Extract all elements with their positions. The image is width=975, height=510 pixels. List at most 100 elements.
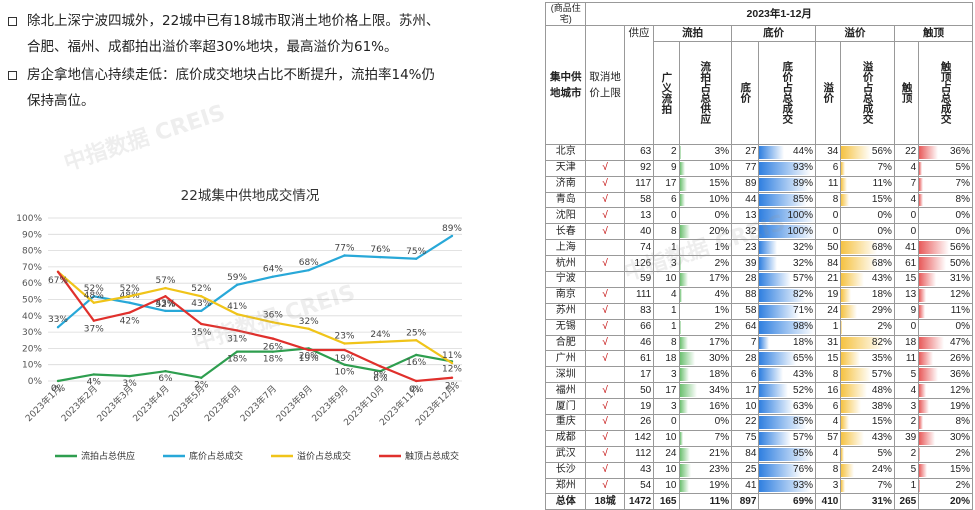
- value-cell: 89: [731, 175, 760, 193]
- table-row: 沈阳 √ 13 0 0% 13 100% 0 0% 0 0%: [544, 207, 973, 225]
- city-cell: 武汉: [544, 445, 587, 463]
- percent-bar: [759, 336, 770, 350]
- value-cell: 2%: [918, 445, 973, 463]
- value-cell: 18%: [678, 366, 733, 384]
- percent-text: 12%: [949, 289, 970, 301]
- percent-text: 24%: [871, 464, 892, 476]
- value-cell: 50: [623, 382, 655, 400]
- data-point: [200, 309, 203, 313]
- percent-text: 63%: [793, 400, 814, 412]
- percent-text: 95%: [793, 448, 814, 460]
- percent-text: 7%: [714, 432, 730, 444]
- series-line: [57, 271, 453, 383]
- percent-bar: [679, 384, 698, 398]
- percent-bar: [919, 304, 925, 318]
- percent-bar: [759, 384, 789, 398]
- data-label: 25%: [406, 328, 426, 338]
- percent-text: 0%: [877, 209, 892, 221]
- y-tick-label: 70%: [22, 263, 42, 273]
- value-cell: 26%: [918, 350, 973, 368]
- percent-bar: [759, 479, 812, 493]
- value-cell: 40: [623, 223, 655, 241]
- value-cell: 4%: [678, 286, 733, 304]
- value-cell: 11: [893, 350, 920, 368]
- cap-cell: √: [585, 477, 625, 495]
- value-cell: 7%: [678, 429, 733, 447]
- cap-cell: √: [585, 350, 625, 368]
- value-cell: 5%: [840, 445, 895, 463]
- data-point: [450, 376, 454, 379]
- percent-text: 19%: [709, 480, 730, 492]
- header-city: 集中供地城市: [544, 25, 587, 145]
- data-label: 33%: [48, 315, 68, 325]
- cap-cell: √: [585, 302, 625, 320]
- chart-svg: 22城集中供地成交情况 0% 10% 20% 30% 40% 50% 60% 70% 80% 90…: [16, 187, 462, 462]
- value-cell: 61: [623, 350, 655, 368]
- city-cell: 广州: [544, 350, 587, 368]
- percent-bar: [919, 145, 939, 159]
- percent-text: 71%: [793, 305, 814, 317]
- value-cell: 75: [731, 429, 760, 447]
- data-point: [414, 379, 418, 383]
- y-tick-label: 60%: [22, 279, 42, 289]
- value-cell: 28: [731, 271, 760, 288]
- bullet-text: 除北上深宁波四城外，22城中已有18城市取消土地价格上限。苏州、合肥、福州、成都…: [27, 13, 440, 55]
- percent-text: 30%: [709, 352, 730, 364]
- value-cell: 15%: [918, 461, 973, 479]
- percent-bar: [679, 320, 681, 334]
- data-point: [271, 321, 275, 324]
- value-cell: 8: [815, 191, 842, 209]
- value-cell: 1%: [678, 302, 733, 320]
- data-point: [128, 311, 131, 314]
- data-label: 57%: [155, 276, 175, 286]
- percent-text: 98%: [793, 321, 814, 333]
- value-cell: 1%: [678, 239, 733, 257]
- data-label: 52%: [84, 284, 104, 294]
- value-cell: 88: [731, 286, 760, 304]
- value-cell: 21: [815, 271, 842, 288]
- sub-header: 底价: [731, 40, 760, 145]
- cap-cell: √: [585, 159, 625, 177]
- table-row: 上海 74 1 1% 23 32% 50 68% 41 56%: [544, 239, 973, 257]
- percent-text: 0%: [955, 225, 970, 237]
- value-cell: 11%: [918, 302, 973, 320]
- city-cell: 合肥: [544, 334, 587, 352]
- value-cell: 16: [815, 382, 842, 400]
- percent-text: 7%: [877, 480, 892, 492]
- value-cell: 32: [731, 223, 760, 241]
- data-point: [235, 283, 239, 287]
- percent-text: 8%: [955, 416, 970, 428]
- value-cell: 36%: [918, 143, 973, 161]
- percent-bar: [841, 241, 878, 255]
- cap-cell: √: [585, 223, 625, 241]
- percent-text: 2%: [877, 321, 892, 333]
- value-cell: 92: [623, 159, 655, 177]
- percent-bar: [759, 431, 792, 445]
- percent-text: 36%: [949, 368, 970, 380]
- value-cell: 7%: [918, 175, 973, 193]
- city-cell: 长春: [544, 223, 587, 241]
- percent-text: 18%: [709, 368, 730, 380]
- percent-bar: [759, 273, 792, 286]
- percent-bar: [841, 320, 843, 334]
- percent-text: 16%: [709, 400, 730, 412]
- header-chuding: 触顶: [893, 25, 974, 42]
- value-cell: 2%: [678, 255, 733, 273]
- value-cell: 13: [893, 286, 920, 304]
- y-tick-label: 20%: [22, 344, 42, 354]
- cap-cell: [585, 366, 625, 384]
- value-cell: 77: [731, 159, 760, 177]
- data-point: [235, 312, 239, 316]
- table-row: 苏州 √ 83 1 1% 58 71% 24 29% 9 11%: [544, 302, 973, 320]
- value-cell: 11: [815, 175, 842, 193]
- bullet-list: 除北上深宁波四城外，22城中已有18城市取消土地价格上限。苏州、合肥、福州、成都…: [8, 8, 448, 116]
- percent-text: 11%: [872, 178, 892, 190]
- percent-bar: [759, 241, 778, 255]
- value-cell: 43: [623, 461, 655, 479]
- value-cell: 2: [893, 445, 920, 463]
- percent-bar: [679, 177, 688, 191]
- value-cell: 2%: [840, 318, 895, 336]
- percent-text: 76%: [793, 464, 814, 476]
- data-point: [92, 319, 96, 322]
- series-line: [57, 270, 453, 364]
